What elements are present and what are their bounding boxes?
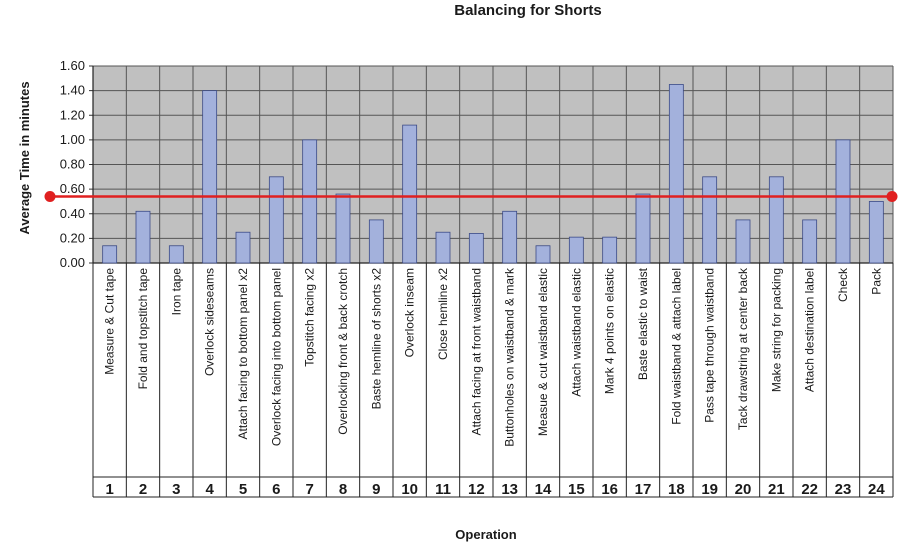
bar bbox=[168, 245, 184, 264]
category-number: 6 bbox=[272, 481, 280, 498]
category-label: Attach destination label bbox=[803, 268, 817, 392]
y-tick-label: 0.20 bbox=[60, 230, 85, 245]
plot-area: 0.00 0.20 0.40 0.60 0.80 1.00 1.20 1.40 1.60 Meas… bbox=[44, 58, 898, 498]
category-label: Overlock inseam bbox=[403, 268, 417, 357]
category-label: Fold and topstitch tape bbox=[136, 268, 150, 390]
category-number: 14 bbox=[535, 481, 552, 498]
category-label: Baste elastic to waist bbox=[636, 267, 650, 380]
bar bbox=[835, 139, 851, 264]
bar bbox=[602, 236, 618, 264]
category-number: 17 bbox=[635, 481, 652, 498]
category-number: 11 bbox=[435, 481, 451, 498]
category-label: Mark 4 points on elastic bbox=[603, 268, 617, 394]
bar bbox=[502, 210, 518, 264]
bar bbox=[235, 231, 251, 264]
category-number: 8 bbox=[339, 481, 347, 498]
x-axis-title: Operation bbox=[455, 527, 516, 542]
category-number: 12 bbox=[468, 481, 485, 498]
y-tick-label: 0.40 bbox=[60, 206, 85, 221]
category-number: 21 bbox=[768, 481, 785, 498]
bar bbox=[735, 219, 751, 264]
bar bbox=[868, 201, 884, 264]
category-label: Attach facing at front waistband bbox=[469, 268, 483, 435]
y-tick-label: 0.00 bbox=[60, 255, 85, 270]
category-number: 23 bbox=[835, 481, 852, 498]
category-number: 9 bbox=[372, 481, 380, 498]
chart-title: Balancing for Shorts bbox=[454, 2, 602, 19]
y-tick-label: 1.40 bbox=[60, 83, 85, 98]
category-label: Pack bbox=[869, 267, 883, 295]
bar bbox=[102, 245, 118, 264]
bar bbox=[335, 193, 351, 264]
category-label: Overlock facing into bottom panel bbox=[269, 268, 283, 446]
bar bbox=[435, 231, 451, 264]
bar bbox=[768, 176, 784, 264]
category-label: Measue & cut waistband elastic bbox=[536, 268, 550, 436]
y-tick-label: 1.00 bbox=[60, 132, 85, 147]
y-axis-title: Average Time in minutes bbox=[17, 81, 32, 234]
category-label: Overlock sideseams bbox=[203, 268, 217, 376]
category-number: 20 bbox=[735, 481, 752, 498]
category-number: 4 bbox=[205, 481, 214, 498]
category-label: Pass tape through waistband bbox=[703, 268, 717, 423]
category-label: Make string for packing bbox=[769, 268, 783, 392]
category-label: Iron tape bbox=[169, 268, 183, 316]
bar bbox=[468, 233, 484, 264]
y-tick-label: 0.80 bbox=[60, 157, 85, 172]
bar bbox=[402, 124, 418, 264]
category-label: Attach waistband elastic bbox=[569, 268, 583, 397]
bar bbox=[368, 219, 384, 264]
category-label: Baste hemline of shorts x2 bbox=[369, 268, 383, 410]
bar bbox=[668, 84, 684, 264]
category-label: Topstitch facing x2 bbox=[303, 268, 317, 367]
category-label: Check bbox=[836, 267, 850, 302]
category-label: Buttonholes on waistband & mark bbox=[503, 267, 517, 447]
category-number: 2 bbox=[139, 481, 147, 498]
category-label: Measure & Cut tape bbox=[103, 268, 117, 375]
category-label: Tack drawstring at center back bbox=[736, 267, 750, 430]
reference-marker-right bbox=[886, 191, 898, 203]
bar bbox=[568, 236, 584, 264]
category-number: 19 bbox=[701, 481, 718, 498]
y-tick-label: 1.60 bbox=[60, 58, 85, 73]
category-number: 24 bbox=[868, 481, 885, 498]
bar bbox=[635, 193, 651, 264]
bar bbox=[802, 219, 818, 264]
bar bbox=[302, 139, 318, 264]
category-number: 13 bbox=[501, 481, 518, 498]
bar bbox=[135, 210, 151, 264]
category-label: Close hemline x2 bbox=[436, 268, 450, 360]
category-number: 1 bbox=[105, 481, 113, 498]
category-label: Attach facing to bottom panel x2 bbox=[236, 268, 250, 440]
category-label: Overlocking front & back crotch bbox=[336, 268, 350, 435]
bar bbox=[702, 176, 718, 264]
category-number: 5 bbox=[239, 481, 247, 498]
bar bbox=[268, 176, 284, 264]
category-number: 15 bbox=[568, 481, 585, 498]
y-tick-label: 0.60 bbox=[60, 181, 85, 196]
y-tick-label: 1.20 bbox=[60, 107, 85, 122]
category-number: 16 bbox=[601, 481, 618, 498]
bar bbox=[535, 245, 551, 264]
reference-marker-left bbox=[44, 191, 56, 203]
category-number: 18 bbox=[668, 481, 685, 498]
category-number: 3 bbox=[172, 481, 180, 498]
category-number: 7 bbox=[305, 481, 313, 498]
category-number: 22 bbox=[801, 481, 818, 498]
category-number: 10 bbox=[401, 481, 418, 498]
bar bbox=[202, 90, 218, 264]
category-label: Fold waistband & attach label bbox=[669, 268, 683, 425]
